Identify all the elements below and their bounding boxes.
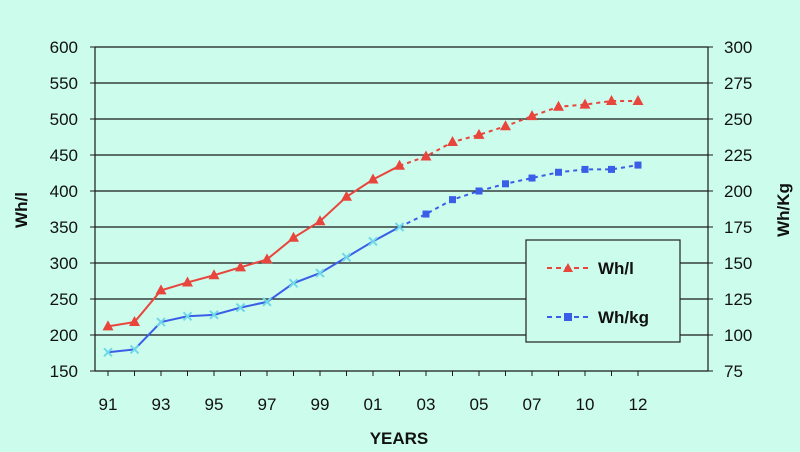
data-point (447, 136, 458, 147)
data-point (606, 95, 617, 105)
data-point (129, 316, 140, 327)
data-point (500, 120, 511, 131)
data-point (367, 173, 379, 184)
series-line-projected (399, 164, 639, 228)
data-point (394, 159, 405, 170)
data-point (634, 161, 642, 169)
right-y-tick-label: 250 (724, 110, 752, 129)
data-point (209, 310, 219, 320)
left-y-tick-label: 150 (50, 362, 78, 381)
data-point (288, 278, 299, 288)
data-point (449, 196, 456, 204)
legend-box (525, 239, 681, 343)
left-y-tick-label: 350 (50, 218, 78, 237)
left-y-tick-label: 550 (50, 74, 78, 93)
x-tick-label: 12 (629, 395, 648, 414)
data-point (632, 95, 644, 105)
data-point (579, 98, 591, 109)
data-point (208, 269, 220, 280)
right-y-tick-label: 225 (724, 146, 752, 165)
data-point (341, 190, 352, 201)
data-point (553, 100, 564, 111)
x-tick-label: 99 (311, 395, 330, 414)
x-tick-label: 91 (99, 395, 118, 414)
data-point (262, 297, 272, 307)
data-point (182, 276, 193, 287)
right-y-tick-label: 200 (724, 182, 752, 201)
x-tick-label: 05 (470, 395, 489, 414)
data-point (156, 317, 166, 327)
data-point (288, 231, 299, 242)
x-tick-label: 01 (364, 395, 383, 414)
right-y-axis-label: Wh/Kg (774, 183, 793, 237)
data-point (555, 168, 562, 176)
left-y-tick-label: 600 (50, 38, 78, 57)
left-y-tick-label: 500 (50, 110, 78, 129)
x-tick-labels: 91 93 95 97 99 01 03 05 07 10 12 (99, 395, 648, 414)
right-y-tick-labels: 300 275 250 225 200 175 150 125 100 75 (724, 38, 752, 381)
x-tick-label: 07 (523, 395, 542, 414)
data-point (420, 150, 432, 161)
data-point (528, 174, 536, 182)
series-whkg (103, 161, 642, 357)
data-point (502, 180, 509, 188)
right-y-tick-label: 150 (724, 254, 752, 273)
series-layer (102, 95, 644, 357)
data-point (235, 261, 246, 272)
data-point (475, 187, 483, 195)
data-point (155, 284, 167, 295)
series-whl (102, 95, 644, 331)
data-point (129, 344, 140, 355)
x-tick-label: 93 (152, 395, 171, 414)
x-tick-label: 03 (417, 395, 436, 414)
legend-label-whkg: Wh/kg (598, 308, 649, 327)
data-point (608, 165, 615, 173)
data-point (368, 236, 378, 247)
right-y-tick-label: 175 (724, 218, 752, 237)
series-line-solid (107, 164, 400, 328)
right-y-tick-label: 100 (724, 326, 752, 345)
series-line-projected (399, 100, 638, 167)
legend-marker-whkg (564, 313, 572, 321)
right-y-tick-label: 75 (724, 362, 743, 381)
right-y-tick-label: 125 (724, 290, 752, 309)
data-point (314, 215, 326, 226)
data-point (261, 253, 273, 264)
left-y-tick-label: 450 (50, 146, 78, 165)
x-tick-label: 10 (576, 395, 595, 414)
data-point (394, 222, 405, 232)
legend-marker-whl (563, 263, 573, 272)
x-axis-label: YEARS (370, 429, 429, 448)
x-tick-label: 97 (258, 395, 277, 414)
data-point (103, 347, 113, 357)
data-point (526, 110, 538, 121)
series-line-solid (107, 226, 400, 354)
data-point (182, 311, 193, 321)
left-y-tick-label: 300 (50, 254, 78, 273)
data-point (315, 268, 325, 278)
data-point (102, 320, 114, 331)
x-tick-label: 95 (205, 395, 224, 414)
left-y-axis-label: Wh/l (12, 192, 31, 228)
data-point (473, 128, 485, 139)
right-y-tick-label: 275 (724, 74, 752, 93)
legend: Wh/l Wh/kg (525, 239, 681, 343)
data-point (581, 165, 589, 173)
data-point (341, 252, 352, 262)
left-y-tick-labels: 600 550 500 450 400 350 300 250 200 150 (50, 38, 78, 381)
axes (90, 46, 713, 376)
left-y-tick-label: 200 (50, 326, 78, 345)
legend-label-whl: Wh/l (598, 259, 634, 278)
data-point (235, 302, 246, 313)
left-y-tick-label: 400 (50, 182, 78, 201)
right-y-tick-label: 300 (724, 38, 752, 57)
left-y-tick-label: 250 (50, 290, 78, 309)
data-point (422, 210, 430, 218)
